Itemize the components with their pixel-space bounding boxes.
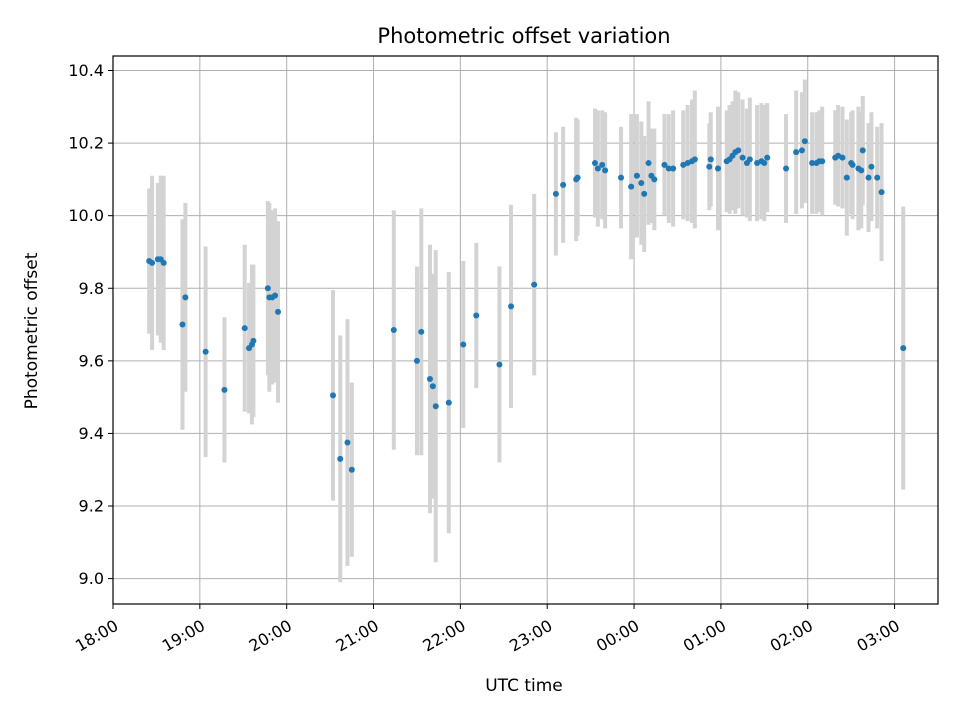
data-point (874, 174, 881, 181)
data-point (638, 180, 645, 187)
data-point (707, 156, 714, 163)
x-axis-label: UTC time (485, 676, 563, 696)
data-point (764, 154, 771, 161)
data-point (413, 357, 420, 364)
data-point (250, 337, 257, 344)
x-tick-label: 23:00 (506, 616, 555, 656)
data-point (426, 375, 433, 382)
x-axis-ticks: 18:00 19:00 20:00 21:00 22:00 23:00 00:00 01:00… (72, 604, 903, 655)
x-tick-label: 18:00 (72, 616, 121, 656)
data-point (264, 285, 271, 292)
y-tick-label: 9.6 (79, 351, 104, 370)
x-tick-label: 20:00 (246, 616, 295, 656)
data-point (460, 341, 467, 348)
data-point (599, 161, 606, 168)
data-point (429, 383, 436, 390)
data-point (344, 439, 351, 446)
data-point (149, 259, 156, 266)
data-point (865, 174, 872, 181)
error-bars (147, 79, 906, 583)
data-point (348, 466, 355, 473)
data-point (843, 174, 850, 181)
data-point (691, 156, 698, 163)
x-tick-label: 02:00 (767, 616, 816, 656)
data-point (670, 165, 677, 172)
data-point (508, 303, 515, 310)
data-point (801, 138, 808, 145)
data-point (594, 165, 601, 172)
data-point (202, 348, 209, 355)
data-point (552, 190, 559, 197)
data-point (496, 361, 503, 368)
y-tick-label: 9.2 (79, 497, 104, 516)
y-tick-label: 9.0 (79, 569, 104, 588)
data-point (337, 455, 344, 462)
data-point (560, 181, 567, 188)
data-point (858, 167, 865, 174)
data-point (665, 165, 672, 172)
chart-title: Photometric offset variation (377, 24, 670, 48)
data-point (878, 189, 885, 196)
data-point (809, 160, 816, 167)
x-tick-label: 19:00 (159, 616, 208, 656)
data-point (868, 163, 875, 170)
data-point (531, 281, 538, 288)
y-tick-label: 10.2 (68, 134, 104, 153)
data-point (432, 403, 439, 410)
x-tick-label: 22:00 (419, 616, 468, 656)
y-tick-label: 10.0 (68, 206, 104, 225)
grid (112, 56, 938, 604)
data-point (859, 147, 866, 154)
data-point (849, 161, 856, 168)
data-point (706, 163, 713, 170)
data-point (839, 154, 846, 161)
data-point (641, 190, 648, 197)
data-point (591, 160, 598, 167)
data-point (798, 147, 805, 154)
y-tick-label: 9.4 (79, 424, 104, 443)
data-point (574, 174, 581, 181)
data-point (819, 158, 826, 165)
data-point (445, 399, 452, 406)
data-point (390, 327, 397, 333)
data-point (628, 183, 635, 190)
data-point (651, 176, 658, 183)
y-tick-label: 10.4 (68, 61, 104, 80)
data-point (330, 392, 336, 399)
x-tick-label: 03:00 (854, 616, 903, 656)
data-point (602, 167, 609, 174)
data-point (739, 154, 746, 161)
y-axis-ticks: 9.0 9.2 9.4 9.6 9.8 10.0 10.2 10.4 (68, 61, 113, 588)
data-point (661, 161, 668, 168)
data-point (645, 160, 652, 167)
data-point (783, 165, 790, 172)
data-point (160, 259, 167, 266)
x-tick-label: 01:00 (680, 616, 729, 656)
plot-frame (112, 55, 939, 605)
data-point (746, 156, 753, 163)
data-point (275, 308, 281, 315)
y-tick-label: 9.8 (79, 279, 104, 298)
data-point (221, 386, 228, 393)
x-tick-label: 00:00 (593, 616, 642, 656)
data-point (618, 174, 625, 181)
x-tick-label: 21:00 (332, 616, 381, 656)
data-point (179, 321, 186, 328)
data-point (793, 149, 800, 156)
data-point (272, 292, 279, 299)
y-axis-label: Photometric offset (22, 252, 42, 409)
data-points (146, 138, 907, 473)
data-point (735, 147, 742, 154)
data-point (182, 294, 189, 301)
data-point (241, 325, 248, 332)
data-point (761, 160, 768, 167)
data-point (900, 345, 907, 352)
data-point (473, 312, 480, 319)
data-point (715, 165, 721, 172)
data-point (633, 172, 640, 179)
data-point (418, 328, 425, 335)
